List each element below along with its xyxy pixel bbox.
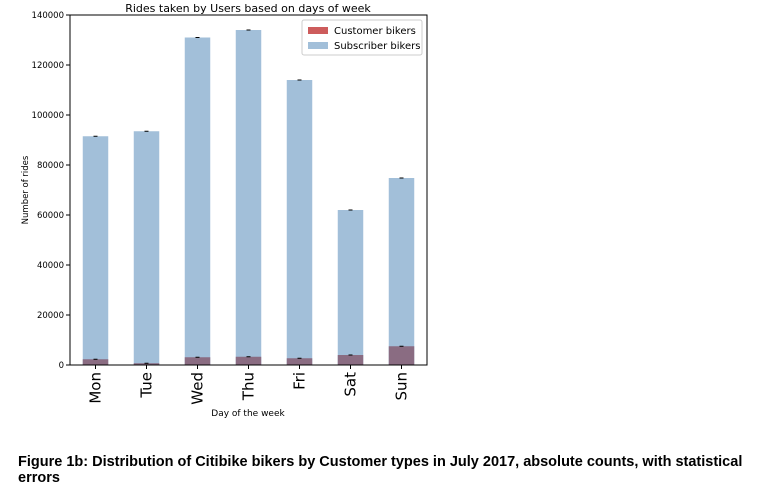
bar-chart: Rides taken by Users based on days of we… [21, 2, 428, 419]
legend-swatch [308, 27, 328, 34]
y-axis-label: Number of rides [21, 155, 31, 224]
legend-label: Customer bikers [334, 26, 416, 37]
bar-customer-mon [82, 359, 109, 365]
x-tick-label: Fri [291, 372, 309, 390]
bar-subscriber-thu [235, 30, 262, 365]
figure-caption: Figure 1b: Distribution of Citibike bike… [18, 454, 743, 486]
bar-subscriber-fri [286, 80, 313, 365]
x-tick-label: Sun [393, 372, 411, 401]
x-tick-label: Thu [240, 372, 258, 401]
bar-customer-tue [133, 363, 160, 365]
x-axis: Mon Tue Wed Thu Fri Sat Sun [87, 365, 411, 405]
y-tick-label: 120000 [32, 61, 64, 71]
bar-customer-sat [337, 355, 364, 365]
plot-frame [69, 14, 428, 366]
legend: Customer bikers Subscriber bikers [301, 19, 423, 56]
bar-customer-wed [184, 357, 211, 365]
bar-customer-sun [388, 346, 415, 365]
y-tick-label: 20000 [37, 311, 64, 321]
y-tick-label: 80000 [37, 161, 64, 171]
x-tick-label: Wed [189, 372, 207, 405]
x-axis-label: Day of the week [211, 409, 285, 419]
y-tick-label: 40000 [37, 261, 64, 271]
legend-label: Subscriber bikers [334, 41, 420, 52]
x-tick-label: Sat [342, 372, 360, 397]
bar-subscriber-wed [184, 37, 211, 365]
y-tick-label: 60000 [37, 211, 64, 221]
y-tick-label: 0 [59, 361, 64, 371]
bar-customer-thu [235, 356, 262, 365]
bar-subscriber-tue [133, 131, 160, 365]
bars-layer [82, 29, 415, 365]
bar-customer-fri [286, 358, 313, 365]
legend-swatch [308, 42, 328, 49]
x-tick-label: Tue [138, 372, 156, 399]
legend-box [301, 19, 423, 56]
y-tick-label: 140000 [32, 11, 64, 21]
y-axis: 0 20000 40000 60000 80000 100000 120000 140000 [32, 11, 70, 371]
bar-subscriber-sun [388, 178, 415, 365]
y-tick-label: 100000 [32, 111, 64, 121]
x-tick-label: Mon [87, 372, 105, 404]
chart-title: Rides taken by Users based on days of we… [125, 2, 371, 15]
bar-subscriber-sat [337, 210, 364, 365]
bar-subscriber-mon [82, 136, 109, 365]
